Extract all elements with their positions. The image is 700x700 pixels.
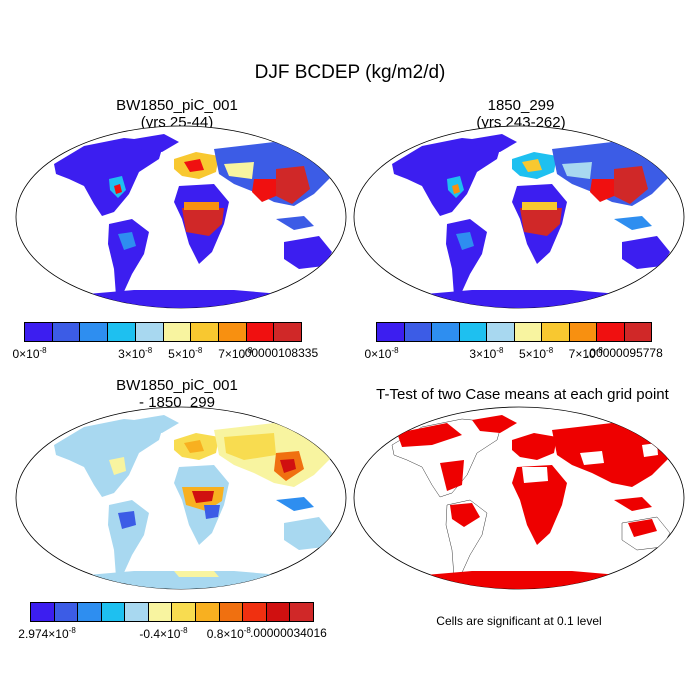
- continent-australia: [284, 517, 332, 550]
- colorbar-tick-label: 0.8×10-8: [206, 626, 251, 641]
- panel-4-title-line1: T-Test of two Case means at each grid po…: [376, 386, 669, 403]
- continent-north-america: [54, 138, 164, 216]
- continent-australia: [622, 236, 670, 269]
- colorbar-swatch: [514, 323, 542, 341]
- colorbar-swatch: [101, 603, 126, 621]
- colorbar-swatch: [219, 603, 244, 621]
- colorbar-swatch: [196, 603, 220, 621]
- colorbar-swatch: [80, 323, 109, 341]
- panel-2-title-line1: 1850_299: [487, 97, 555, 114]
- colorbar-swatch: [597, 323, 625, 341]
- colorbar-swatch: [191, 323, 219, 341]
- colorbar-case2: [376, 322, 652, 342]
- colorbar-swatch: [542, 323, 570, 341]
- colorbar-tick-label: 7×10-8: [568, 346, 603, 361]
- continent-north-america: [392, 138, 502, 216]
- colorbar-swatch: [274, 323, 302, 341]
- map-case1: [15, 125, 347, 309]
- colorbar-swatch: [78, 603, 102, 621]
- colorbar-swatch: [432, 323, 460, 341]
- colorbar-tick-label: .00000108335: [241, 346, 319, 360]
- map-case2: [353, 125, 685, 309]
- colorbar-swatch: [290, 603, 313, 621]
- colorbar-tick-label: 3×10-8: [118, 346, 153, 361]
- continent-north-america: [54, 419, 164, 497]
- colorbar-swatch: [125, 603, 149, 621]
- panel-3-title: BW1850_piC_001 - 1850_299: [62, 377, 292, 411]
- continent-europe: [512, 433, 557, 460]
- ttest-significance-note: Cells are significant at 0.1 level: [436, 614, 602, 628]
- colorbar-tick-label: .00000034016: [250, 626, 327, 640]
- colorbar-tick-label: 3×10-8: [469, 346, 504, 361]
- colorbar-swatch: [31, 603, 55, 621]
- colorbar-swatch: [52, 323, 81, 341]
- colorbar-tick-label: .00000095778: [586, 346, 663, 360]
- continent-australia: [284, 236, 332, 269]
- colorbar-swatch: [218, 323, 247, 341]
- colorbar-swatch: [172, 603, 197, 621]
- colorbar-swatch: [404, 323, 432, 341]
- colorbar-swatch: [25, 323, 53, 341]
- colorbar-tick-label: 2.974×10-8: [18, 626, 76, 641]
- colorbar-swatch: [108, 323, 136, 341]
- colorbar-swatch: [148, 603, 173, 621]
- colorbar-swatch: [377, 323, 405, 341]
- colorbar-tick-label: 5×10-8: [519, 346, 554, 361]
- colorbar-swatch: [569, 323, 597, 341]
- continent-africa: [512, 465, 567, 545]
- colorbar-tick-label: 0×10-8: [364, 346, 399, 361]
- colorbar-swatch: [243, 603, 267, 621]
- colorbar-swatch: [624, 323, 651, 341]
- colorbar-tick-label: 0×10-8: [12, 346, 47, 361]
- panel-3-title-line2: - 1850_299: [139, 394, 215, 411]
- continent-south-america: [446, 219, 487, 296]
- panel-4-title: T-Test of two Case means at each grid po…: [350, 386, 695, 403]
- continent-south-america: [108, 500, 149, 577]
- colorbar-tick-label: -0.4×10-8: [139, 626, 188, 641]
- continent-asia: [552, 423, 672, 487]
- colorbar-swatch: [459, 323, 487, 341]
- colorbar-difference: [30, 602, 314, 622]
- page-title: DJF BCDEP (kg/m2/d): [254, 62, 446, 83]
- colorbar-swatch: [163, 323, 192, 341]
- colorbar-swatch: [266, 603, 291, 621]
- colorbar-swatch: [487, 323, 515, 341]
- colorbar-swatch: [135, 323, 164, 341]
- continent-antarctica: [402, 571, 642, 589]
- map-difference: [15, 406, 347, 590]
- colorbar-case1: [24, 322, 302, 342]
- continent-antarctica: [402, 290, 642, 308]
- panel-3-title-line1: BW1850_piC_001: [116, 377, 238, 394]
- continent-south-america: [108, 219, 149, 296]
- colorbar-tick-label: 7×10-8: [218, 346, 253, 361]
- panel-1-title-line1: BW1850_piC_001: [116, 97, 238, 114]
- colorbar-tick-label: 5×10-8: [168, 346, 203, 361]
- colorbar-swatch: [246, 323, 275, 341]
- continent-antarctica: [64, 290, 304, 308]
- map-ttest: [353, 406, 685, 590]
- colorbar-swatch: [54, 603, 79, 621]
